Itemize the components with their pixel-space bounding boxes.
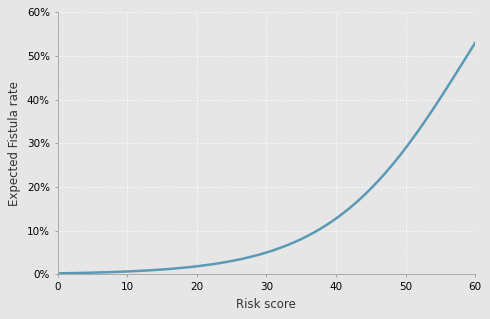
X-axis label: Risk score: Risk score	[236, 298, 296, 311]
Y-axis label: Expected Fistula rate: Expected Fistula rate	[8, 81, 22, 206]
